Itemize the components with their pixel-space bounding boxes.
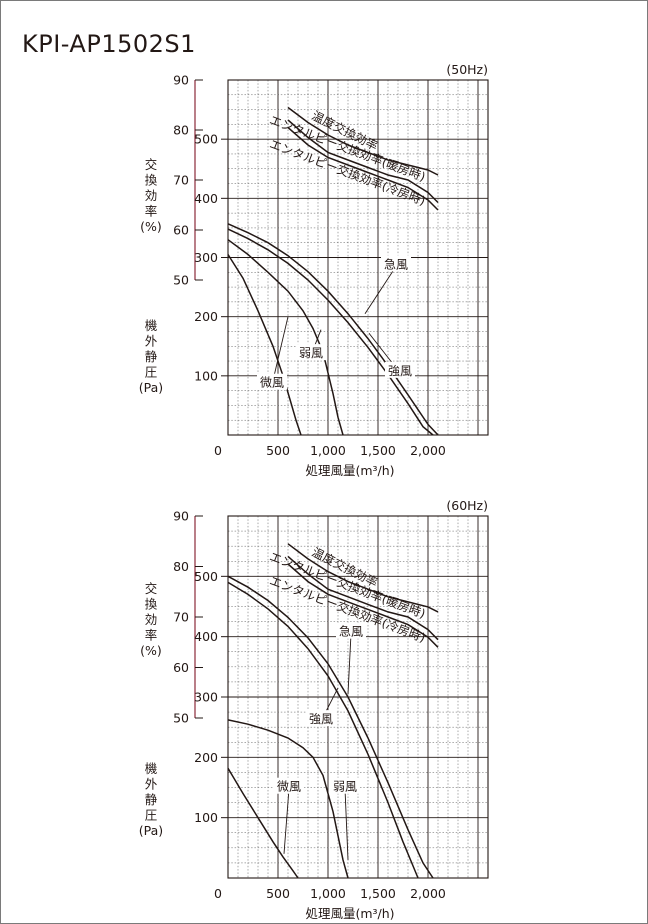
curve-kyufu-line: [227, 575, 434, 879]
efficiency-axis-label: (%): [140, 219, 162, 234]
curve-bifu-line: [227, 254, 302, 436]
label-kyofu: 強風: [309, 712, 333, 726]
efficiency-tick-label: 70: [173, 173, 189, 188]
efficiency-tick-label: 80: [173, 559, 189, 574]
pressure-tick-label: 300: [194, 250, 218, 265]
callout-label-bg: [381, 255, 411, 272]
pressure-axis-label: 静: [145, 792, 158, 807]
callout-label-bg: [336, 622, 366, 639]
efficiency-tick-label: 80: [173, 123, 189, 138]
x-tick-label: 500: [266, 443, 290, 458]
efficiency-tick-label: 50: [173, 273, 189, 288]
curve-jakufu-line: [227, 239, 344, 436]
pressure-tick-label: 500: [194, 569, 218, 584]
pressure-tick-label: 200: [194, 750, 218, 765]
callout-label-bg: [257, 373, 287, 390]
efficiency-axis-label: 交: [145, 581, 158, 596]
pressure-axis-label: 機: [145, 318, 158, 333]
callout-leader: [344, 788, 349, 860]
callout-label-bg: [330, 777, 360, 794]
efficiency-tick-label: 90: [173, 509, 189, 524]
efficiency-axis-label: 率: [145, 204, 158, 219]
callout-leader: [364, 266, 397, 314]
efficiency-axis-label: 換: [145, 597, 158, 612]
curve-kyofu-line: [227, 228, 434, 436]
pressure-tick-label: 400: [194, 629, 218, 644]
efficiency-axis-label: 効: [145, 612, 158, 627]
frequency-label: (50Hz): [446, 62, 488, 77]
x-tick-label: 2,000: [410, 443, 446, 458]
performance-chart-50hz: (50Hz) 90 80 70 60 50 交換効率(%) 500 400 300 200 100 機外…: [139, 62, 489, 478]
frequency-label: (60Hz): [446, 498, 488, 513]
efficiency-axis-label: 率: [145, 628, 158, 643]
label-jakufu: 弱風: [333, 780, 357, 794]
efficiency-axis-label: 効: [145, 188, 158, 203]
pressure-axis-label: 圧: [145, 365, 158, 380]
x-axis-label: 処理風量(m³/h): [305, 463, 394, 478]
x-tick-label: 0: [214, 443, 222, 458]
efficiency-curve-line: [287, 119, 439, 204]
curve-kyofu-line: [227, 581, 419, 879]
pressure-tick-label: 500: [194, 132, 218, 147]
x-tick-label: 2,000: [410, 886, 446, 901]
label-kyofu: 強風: [388, 364, 412, 378]
efficiency-tick-label: 90: [173, 73, 189, 88]
efficiency-curve-line: [287, 126, 439, 211]
pressure-tick-label: 400: [194, 191, 218, 206]
performance-chart-60hz: (60Hz) 90 80 70 60 50 交換効率(%) 500 400 300 200 100 機外…: [139, 498, 489, 921]
pressure-axis-label: 機: [145, 761, 158, 776]
efficiency-curve-line: [287, 563, 439, 648]
pressure-axis-label: 圧: [145, 808, 158, 823]
callout-leader: [271, 316, 289, 385]
x-tick-label: 0: [214, 886, 222, 901]
efficiency-tick-label: 70: [173, 610, 189, 625]
curve-jakufu-line: [227, 719, 349, 879]
callout-label-bg: [306, 710, 336, 727]
label-bifu: 微風: [277, 780, 301, 794]
callout-label-bg: [385, 361, 415, 378]
efficiency-axis-label: 交: [145, 157, 158, 172]
pressure-axis-label: (Pa): [139, 380, 163, 395]
curve-kyufu-line: [227, 223, 439, 436]
efficiency-axis-label: (%): [140, 643, 162, 658]
pressure-axis-label: 静: [145, 349, 158, 364]
model-title: KPI-AP1502S1: [22, 30, 196, 58]
x-tick-label: 1,000: [310, 886, 346, 901]
efficiency-tick-label: 60: [173, 223, 189, 238]
pressure-axis-label: (Pa): [139, 823, 163, 838]
callout-leader: [283, 788, 290, 854]
efficiency-curve-line: [287, 543, 439, 613]
chart-grid: [227, 515, 489, 879]
pressure-axis-label: 外: [145, 777, 158, 792]
label-bifu: 微風: [260, 376, 284, 390]
efficiency-curve-line: [287, 555, 439, 641]
pressure-tick-label: 300: [194, 690, 218, 705]
pressure-tick-label: 100: [194, 368, 218, 383]
callout-leader: [347, 633, 352, 695]
x-tick-label: 1,500: [360, 443, 396, 458]
efficiency-axis-label: 換: [145, 173, 158, 188]
label-jakufu: 弱風: [299, 346, 323, 360]
pressure-axis-label: 外: [145, 334, 158, 349]
callout-label-bg: [274, 777, 304, 794]
efficiency-tick-label: 50: [173, 711, 189, 726]
label-kyufu: 急風: [339, 624, 363, 639]
pressure-tick-label: 200: [194, 309, 218, 324]
x-tick-label: 1,500: [360, 886, 396, 901]
curve-bifu-line: [227, 767, 299, 879]
callout-label-bg: [296, 344, 326, 361]
pressure-tick-label: 100: [194, 810, 218, 825]
efficiency-tick-label: 60: [173, 660, 189, 675]
efficiency-curve-line: [287, 106, 439, 176]
x-tick-label: 500: [266, 886, 290, 901]
label-kyufu: 急風: [384, 256, 408, 271]
x-tick-label: 1,000: [310, 443, 346, 458]
x-axis-label: 処理風量(m³/h): [305, 906, 394, 921]
